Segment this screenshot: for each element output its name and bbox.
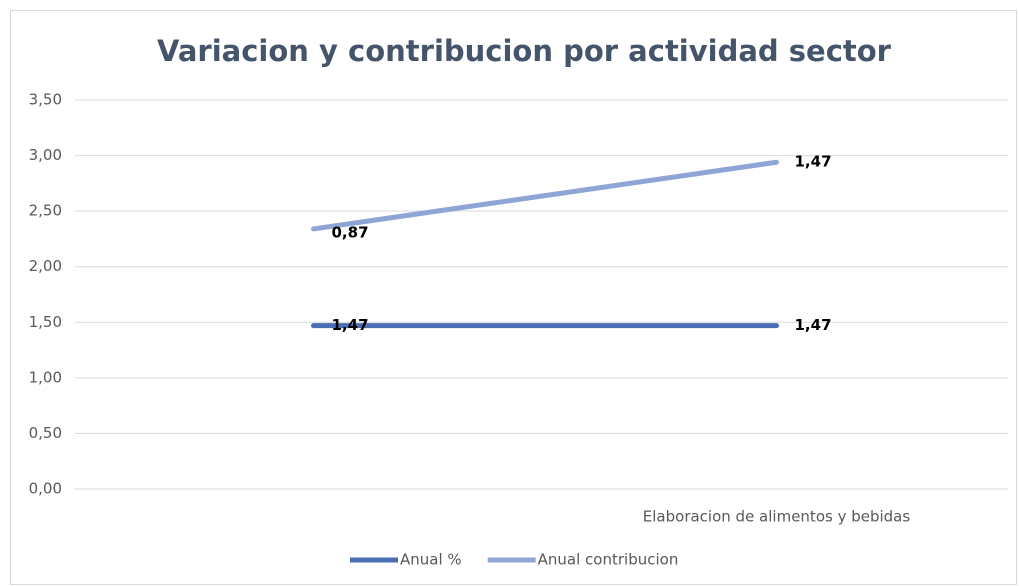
y-tick-label: 0,00 [29, 480, 62, 498]
chart-border [10, 10, 1017, 585]
legend-label: Anual contribucion [538, 551, 679, 569]
data-label: 1,47 [795, 316, 832, 334]
y-tick-label: 2,50 [29, 202, 62, 220]
chart-title: Variacion y contribucion por actividad s… [157, 34, 892, 68]
legend-label: Anual % [400, 551, 462, 569]
y-tick-label: 1,50 [29, 313, 62, 331]
data-label: 1,47 [795, 153, 832, 171]
data-label: 1,47 [332, 316, 369, 334]
y-tick-label: 2,00 [29, 257, 62, 275]
y-tick-label: 0,50 [29, 424, 62, 442]
y-tick-label: 1,00 [29, 368, 62, 386]
y-tick-label: 3,00 [29, 146, 62, 164]
y-tick-label: 3,50 [29, 91, 62, 109]
series-line [311, 159, 779, 232]
data-label: 0,87 [332, 223, 369, 241]
x-tick-label: Elaboracion de alimentos y bebidas [643, 508, 911, 526]
